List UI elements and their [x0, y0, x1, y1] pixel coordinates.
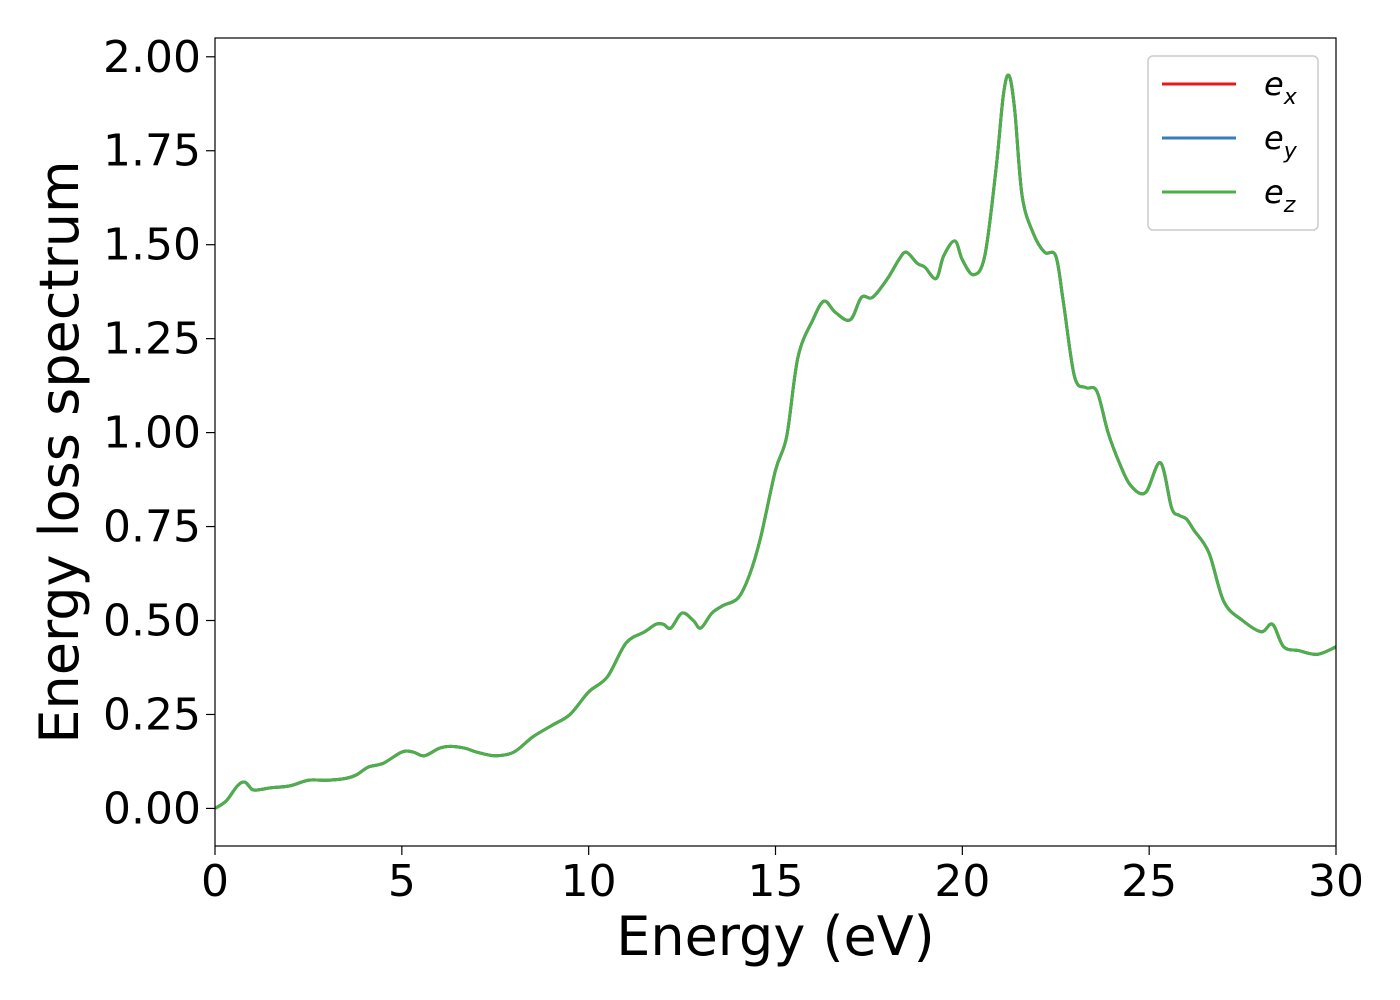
legend-label-e-x: ex [1264, 65, 1298, 110]
y-axis-label: Energy loss spectrum [28, 160, 91, 743]
y-tick-label: 0.50 [103, 596, 201, 647]
legend-box [1147, 55, 1319, 231]
x-tick-label: 10 [561, 856, 617, 907]
x-axis-label: Energy (eV) [616, 905, 935, 968]
y-tick-label: 2.00 [103, 32, 201, 83]
x-tick-label: 0 [201, 856, 229, 907]
series-line-e-z [215, 73, 1336, 810]
x-tick-label: 30 [1308, 856, 1364, 907]
plot-area [215, 73, 1336, 810]
axes: 0 5 10 15 20 25 30 0.00 0.25 0.50 0.75 1.00 1.25 1.50… [28, 32, 1364, 968]
y-tick-label: 1.25 [103, 314, 201, 365]
y-tick-label: 0.00 [103, 783, 201, 834]
x-tick-label: 25 [1121, 856, 1177, 907]
y-tick-label: 1.50 [103, 220, 201, 271]
legend-label-e-z: ez [1264, 173, 1296, 218]
y-tick-label: 0.25 [103, 689, 201, 740]
x-tick-label: 5 [388, 856, 416, 907]
legend: ex ey ez [1147, 55, 1319, 231]
y-tick-label: 0.75 [103, 502, 201, 553]
x-tick-label: 15 [748, 856, 804, 907]
legend-label-e-y: ey [1264, 119, 1298, 164]
x-tick-label: 20 [934, 856, 990, 907]
y-tick-label: 1.75 [103, 126, 201, 177]
y-tick-label: 1.00 [103, 408, 201, 459]
